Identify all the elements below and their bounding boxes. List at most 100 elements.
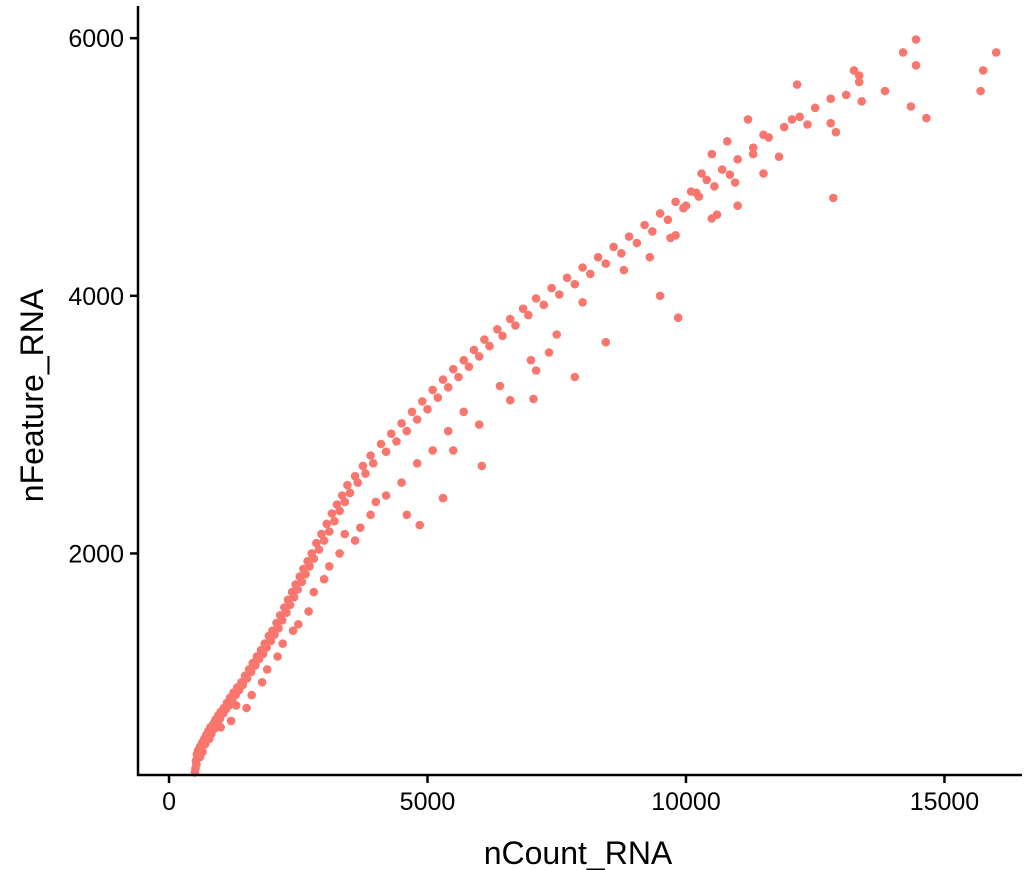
data-point	[717, 165, 727, 174]
data-point	[707, 149, 717, 159]
data-point	[366, 510, 375, 520]
data-point	[733, 201, 742, 210]
data-point	[562, 273, 572, 283]
data-point	[617, 249, 626, 258]
data-point	[539, 300, 549, 310]
data-point	[759, 169, 768, 178]
data-point	[779, 122, 789, 132]
data-point	[723, 137, 732, 146]
data-point	[531, 294, 541, 303]
data-point	[319, 574, 329, 584]
data-point	[743, 115, 753, 124]
data-point	[547, 283, 556, 293]
data-point	[335, 506, 344, 516]
data-point	[412, 415, 422, 424]
data-point	[477, 461, 487, 471]
data-point	[911, 61, 921, 70]
data-point	[976, 86, 985, 96]
data-point	[361, 469, 370, 478]
data-point	[449, 364, 458, 374]
data-point	[474, 420, 484, 429]
data-point	[841, 90, 851, 100]
data-point	[325, 527, 334, 536]
ticks-layer: 0 5000 10000 15000 2000 4000 6000	[68, 25, 979, 816]
data-point	[238, 680, 248, 690]
data-point	[531, 366, 541, 375]
data-point	[428, 446, 438, 455]
data-point	[314, 545, 324, 554]
data-point	[402, 510, 412, 520]
x-axis-title: nCount_RNA	[484, 835, 673, 870]
data-point	[198, 747, 207, 757]
data-point	[278, 639, 288, 648]
axes-layer	[136, 6, 1022, 777]
data-point	[555, 290, 564, 299]
data-point	[356, 523, 365, 532]
data-point	[911, 35, 921, 44]
data-point	[880, 86, 890, 96]
data-point	[787, 115, 797, 124]
data-point	[655, 291, 665, 301]
data-point	[632, 238, 642, 248]
data-point	[829, 193, 838, 203]
data-point	[266, 636, 276, 646]
data-point	[402, 426, 412, 436]
data-point	[335, 549, 344, 558]
data-point	[325, 562, 334, 571]
data-point	[294, 620, 303, 629]
data-point	[673, 313, 683, 323]
data-point	[368, 459, 378, 468]
data-point	[526, 355, 536, 365]
y-tick-label: 6000	[68, 25, 124, 53]
data-point	[826, 94, 835, 103]
data-point	[474, 352, 484, 361]
data-point	[710, 182, 719, 191]
data-point	[730, 178, 740, 187]
data-point	[397, 478, 406, 487]
data-point	[810, 103, 820, 113]
data-point	[733, 155, 742, 164]
data-point	[376, 439, 386, 449]
data-point	[226, 716, 236, 726]
data-point	[640, 220, 649, 230]
data-point	[648, 227, 657, 236]
data-point	[748, 149, 758, 159]
data-point	[392, 437, 401, 446]
data-point	[340, 497, 350, 507]
data-point	[570, 279, 580, 289]
y-axis-title: nFeature_RNA	[14, 288, 50, 502]
data-point	[505, 314, 515, 324]
data-point	[288, 626, 298, 635]
data-point	[387, 429, 396, 439]
x-tick-label: 5000	[400, 788, 456, 816]
data-point	[898, 48, 908, 57]
data-point	[619, 265, 629, 275]
data-point	[282, 608, 291, 617]
data-point	[304, 607, 313, 616]
data-point	[681, 201, 691, 210]
data-point	[480, 335, 489, 344]
data-point	[725, 170, 735, 179]
data-point	[371, 497, 381, 507]
data-point	[327, 509, 337, 518]
data-point	[671, 231, 680, 240]
data-point	[459, 355, 469, 365]
data-point	[459, 407, 469, 417]
data-point	[418, 397, 427, 406]
data-point	[663, 215, 673, 225]
data-point	[277, 616, 287, 625]
data-point	[397, 419, 406, 428]
data-point	[578, 263, 587, 272]
x-tick-label: 15000	[910, 788, 980, 816]
data-point	[570, 372, 580, 382]
data-point	[655, 209, 665, 218]
data-point	[297, 577, 307, 587]
data-point	[849, 66, 859, 75]
data-point	[593, 252, 603, 262]
data-point	[312, 538, 321, 548]
data-point	[454, 372, 463, 382]
data-point	[412, 459, 422, 468]
data-point	[443, 426, 453, 436]
data-point	[381, 491, 391, 500]
